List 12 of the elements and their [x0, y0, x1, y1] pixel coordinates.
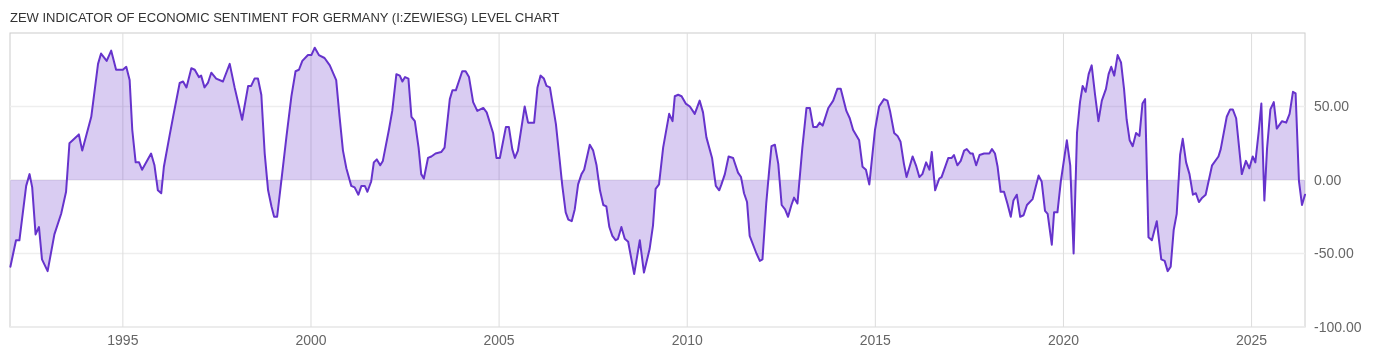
y-tick-label: 0.00: [1314, 171, 1342, 188]
y-tick-label: -50.00: [1314, 245, 1354, 262]
y-tick-label: 50.00: [1314, 98, 1350, 115]
x-tick-label: 2015: [859, 332, 892, 348]
x-tick-label: 2000: [295, 332, 327, 348]
chart-title: ZEW INDICATOR OF ECONOMIC SENTIMENT FOR GERMANY (I:ZEWIESG) LEVEL CHART: [10, 10, 560, 25]
x-tick-label: 2010: [671, 332, 703, 348]
x-tick-label: 1995: [107, 332, 139, 348]
x-tick-label: 2025: [1236, 332, 1268, 348]
x-tick-label: 2005: [483, 332, 515, 348]
x-tick-label: 2020: [1047, 332, 1080, 348]
y-tick-label: -100.00: [1314, 318, 1362, 335]
